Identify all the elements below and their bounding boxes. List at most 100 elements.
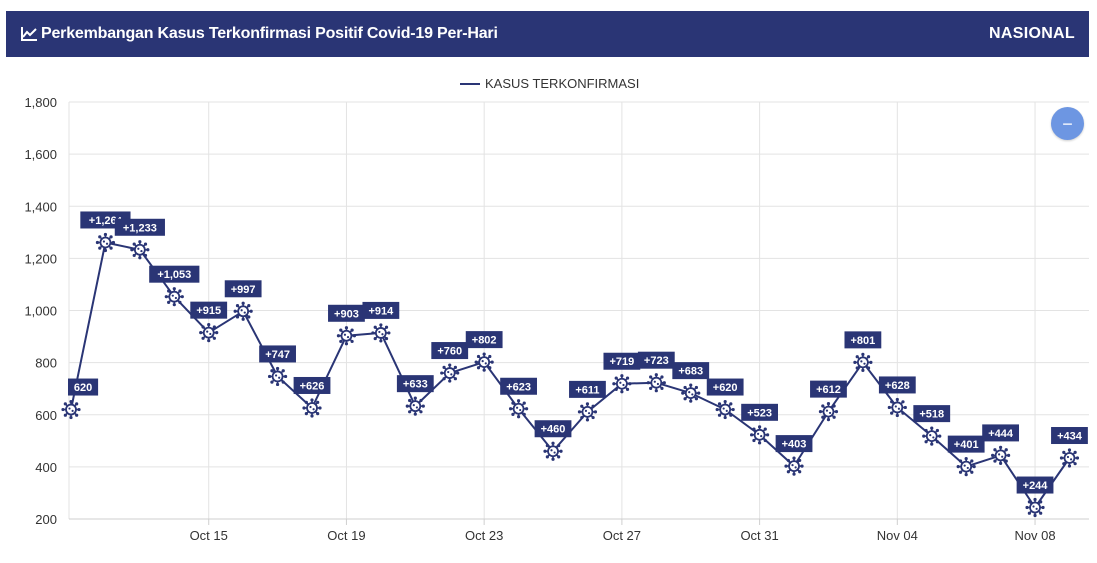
virus-spike-tip — [233, 309, 237, 313]
zoom-out-button[interactable]: − — [1051, 107, 1084, 140]
data-label-box — [1016, 476, 1054, 494]
virus-spike-tip — [522, 401, 526, 405]
virus-spike-tip — [178, 289, 182, 293]
virus-spike-tip — [901, 400, 905, 404]
virus-spike-tip — [109, 235, 113, 239]
virus-spike-tip — [752, 427, 756, 431]
virus-spike-tip — [715, 407, 719, 412]
data-label: +801 — [844, 331, 882, 349]
virus-spike-tip — [207, 323, 211, 327]
virus-spike-tip — [901, 411, 905, 415]
virus-spike-tip — [993, 448, 997, 452]
virus-spike-tip — [821, 415, 825, 419]
virus-dot — [1066, 455, 1070, 459]
data-label-box — [534, 420, 572, 438]
virus-spike-tip — [958, 470, 963, 474]
virus-body — [925, 430, 938, 443]
virus-spike-tip — [146, 248, 150, 252]
virus-spike-tip — [336, 334, 341, 338]
virus-spike-tip — [352, 334, 357, 338]
virus-spike-tip — [930, 442, 934, 446]
data-label-text: +1,053 — [157, 269, 191, 281]
virus-spike-tip — [861, 352, 865, 356]
data-point — [371, 323, 391, 343]
virus-dot — [619, 381, 622, 384]
data-label-text: +626 — [300, 380, 325, 392]
data-label-text: +915 — [196, 305, 221, 317]
data-label: +626 — [293, 376, 331, 394]
virus-spike-tip — [723, 399, 727, 404]
data-label-text: 620 — [74, 382, 92, 394]
virus-spike-tip — [103, 232, 108, 237]
virus-body — [822, 405, 835, 418]
data-label: +903 — [328, 304, 365, 322]
virus-spike-tip — [646, 381, 650, 385]
chart-title: Perkembangan Kasus Terkonfirmasi Positif… — [41, 25, 498, 42]
virus-spike-tip — [482, 352, 486, 356]
virus-spike-tip — [832, 415, 836, 419]
virus-spike-tip — [612, 382, 616, 386]
virus-spike-tip — [138, 240, 142, 244]
virus-dot — [140, 249, 143, 253]
x-tick-label: Oct 19 — [327, 528, 365, 543]
virus-spike-tip — [551, 441, 555, 445]
virus-spike-tip — [476, 354, 481, 359]
data-label: +723 — [637, 351, 675, 369]
data-point — [543, 441, 563, 461]
data-point — [95, 232, 116, 253]
virus-spike-tip — [890, 400, 894, 404]
data-label-text: +518 — [919, 409, 944, 421]
virus-spike-tip — [903, 405, 907, 410]
virus-spike-tip — [1007, 453, 1011, 458]
data-point — [474, 352, 494, 372]
data-label-box — [775, 435, 813, 453]
data-point — [164, 287, 184, 307]
x-tick-label: Oct 15 — [190, 528, 228, 543]
x-tick-label: Oct 27 — [603, 528, 641, 543]
virus-spike-tip — [853, 360, 857, 364]
virus-dot — [240, 309, 243, 312]
virus-dot — [622, 383, 625, 387]
data-point — [440, 363, 460, 383]
virus-spike-tip — [970, 459, 974, 463]
virus-spike-tip — [750, 433, 754, 437]
data-label: +460 — [534, 420, 572, 438]
virus-spike-tip — [697, 391, 701, 395]
virus-dot — [174, 296, 177, 300]
data-label: +1,233 — [114, 218, 165, 236]
virus-spike-tip — [61, 407, 65, 412]
data-point — [336, 326, 357, 346]
data-label: +612 — [810, 380, 847, 398]
data-point — [887, 397, 907, 418]
virus-spike-tip — [241, 317, 245, 321]
virus-spike-tip — [1004, 459, 1008, 463]
x-tick-label: Oct 31 — [740, 528, 778, 543]
virus-spike-tip — [683, 397, 687, 401]
virus-spike-tip — [970, 470, 974, 474]
virus-spike-tip — [384, 336, 389, 341]
virus-dot — [378, 330, 381, 334]
data-label: +760 — [431, 342, 469, 360]
virus-body — [994, 449, 1007, 462]
virus-spike-tip — [281, 369, 285, 373]
virus-spike-tip — [890, 411, 894, 415]
virus-spike-tip — [1041, 505, 1045, 510]
data-label-box — [1051, 427, 1088, 445]
virus-spike-tip — [866, 355, 871, 359]
virus-spike-tip — [143, 253, 148, 258]
virus-dot — [102, 240, 106, 243]
virus-spike-tip — [895, 413, 899, 418]
virus-dot — [278, 376, 281, 379]
virus-spike-tip — [818, 410, 823, 414]
virus-spike-tip — [792, 456, 796, 460]
virus-body — [340, 329, 353, 342]
data-point — [922, 426, 942, 446]
virus-body — [443, 367, 456, 379]
virus-spike-tip — [310, 414, 314, 418]
virus-spike-tip — [786, 470, 790, 474]
virus-spike-tip — [681, 391, 685, 395]
virus-dot — [963, 464, 966, 467]
virus-spike-tip — [508, 407, 513, 411]
data-label-text: +244 — [1023, 480, 1049, 492]
virus-body — [168, 290, 181, 303]
